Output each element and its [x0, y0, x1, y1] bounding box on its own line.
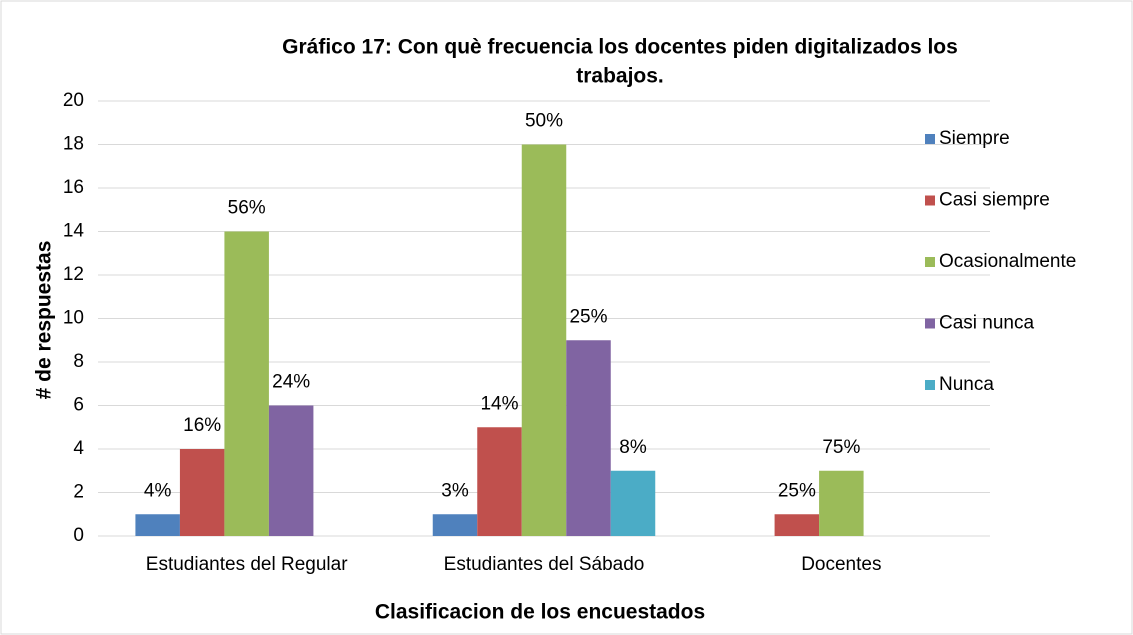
- data-label: 4%: [144, 480, 172, 501]
- y-axis-title: # de respuestas: [33, 241, 56, 400]
- legend-swatch: [925, 380, 935, 390]
- y-tick-label: 0: [73, 525, 84, 546]
- data-label: 8%: [619, 437, 647, 458]
- bar: [268, 405, 314, 536]
- y-tick-label: 6: [73, 395, 84, 416]
- x-axis-title: Clasificacion de los encuestados: [375, 601, 705, 624]
- y-tick-label: 10: [63, 308, 84, 329]
- legend-swatch: [925, 257, 935, 267]
- bar: [610, 470, 656, 536]
- data-label: 25%: [569, 306, 607, 327]
- data-label: 16%: [183, 415, 221, 436]
- x-tick-label: Estudiantes del Regular: [146, 554, 348, 575]
- chart-title: Gráfico 17: Con què frecuencia los docen…: [282, 36, 958, 59]
- y-tick-label: 18: [63, 134, 84, 155]
- legend-label: Nunca: [939, 374, 994, 395]
- x-tick-label: Docentes: [801, 554, 881, 575]
- bar: [819, 470, 864, 536]
- legend-swatch: [925, 134, 935, 144]
- legend-label: Ocasionalmente: [939, 251, 1076, 272]
- bar: [224, 231, 269, 536]
- bar: [774, 514, 820, 536]
- data-label: 24%: [272, 372, 310, 393]
- y-tick-label: 20: [63, 90, 84, 111]
- legend-label: Casi nunca: [939, 313, 1034, 334]
- bar: [179, 449, 225, 536]
- y-tick-label: 2: [73, 482, 84, 503]
- legend-swatch: [925, 318, 935, 329]
- bar: [135, 514, 180, 536]
- y-tick-label: 8: [73, 351, 84, 372]
- bar: [521, 144, 567, 536]
- data-label: 14%: [480, 393, 518, 414]
- bar: [432, 514, 478, 536]
- chart-title: trabajos.: [576, 65, 664, 88]
- legend-swatch: [925, 195, 935, 206]
- legend-label: Siempre: [939, 128, 1010, 149]
- bar: [477, 427, 522, 536]
- x-tick-label: Estudiantes del Sábado: [444, 554, 645, 575]
- y-tick-label: 4: [73, 438, 84, 459]
- data-label: 25%: [778, 480, 816, 501]
- y-tick-label: 14: [63, 221, 85, 242]
- data-label: 3%: [441, 480, 469, 501]
- bar: [566, 340, 611, 536]
- data-label: 56%: [228, 198, 266, 219]
- data-label: 50%: [525, 111, 563, 132]
- y-tick-label: 12: [63, 264, 84, 285]
- legend-label: Casi siempre: [939, 190, 1050, 211]
- data-label: 75%: [822, 437, 860, 458]
- y-tick-label: 16: [63, 177, 84, 198]
